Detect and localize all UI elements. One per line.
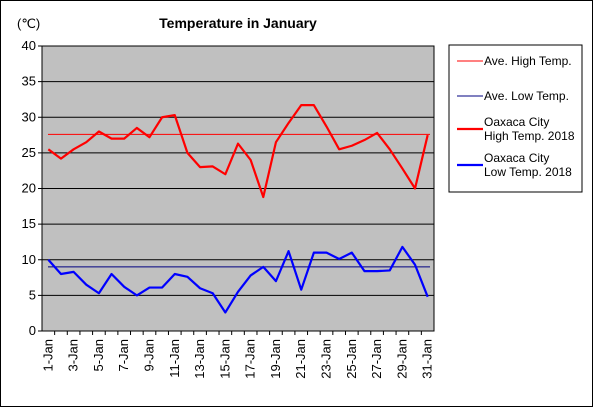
x-tick-label-31-Jan: 31-Jan xyxy=(420,339,435,379)
x-tick-label-19-Jan: 19-Jan xyxy=(268,339,283,379)
x-tick-label-25-Jan: 25-Jan xyxy=(344,339,359,379)
legend-label-0: Ave. High Temp. xyxy=(484,54,572,68)
y-tick-label-10: 10 xyxy=(22,252,36,267)
x-axis-ticks: 1-Jan 3-Jan 5-Jan 7-Jan 9-Jan 11-Jan 13-Jan 15-… xyxy=(40,331,435,379)
legend-label-2-0: Oaxaca City xyxy=(484,115,549,129)
x-tick-label-9-Jan: 9-Jan xyxy=(141,339,156,372)
x-tick-label-27-Jan: 27-Jan xyxy=(369,339,384,379)
x-tick-label-7-Jan: 7-Jan xyxy=(116,339,131,372)
x-tick-label-29-Jan: 29-Jan xyxy=(394,339,409,379)
legend-label-3-0: Oaxaca City xyxy=(484,151,549,165)
legend-label-2-1: High Temp. 2018 xyxy=(484,129,575,143)
x-tick-label-11-Jan: 11-Jan xyxy=(167,339,182,378)
y-tick-label-5: 5 xyxy=(29,287,36,302)
legend-label-1: Ave. Low Temp. xyxy=(484,89,569,103)
y-tick-label-30: 30 xyxy=(22,109,36,124)
series-line-2 xyxy=(47,104,429,199)
y-tick-label-0: 0 xyxy=(29,323,36,338)
series-line-3 xyxy=(47,245,429,314)
legend-label-3-1: Low Temp. 2018 xyxy=(484,165,572,179)
x-tick-label-15-Jan: 15-Jan xyxy=(217,339,232,379)
y-tick-label-25: 25 xyxy=(22,145,36,160)
x-tick-label-17-Jan: 17-Jan xyxy=(243,339,258,379)
x-tick-label-13-Jan: 13-Jan xyxy=(192,339,207,379)
x-tick-label-3-Jan: 3-Jan xyxy=(66,339,81,372)
y-axis-ticks: 0 5 10 15 20 25 30 35 40 xyxy=(22,38,42,338)
x-tick-label-5-Jan: 5-Jan xyxy=(91,339,106,372)
series-lines xyxy=(47,104,430,314)
grid-lines xyxy=(42,81,434,296)
y-tick-label-35: 35 xyxy=(22,74,36,89)
legend-box xyxy=(448,44,583,193)
y-unit-label: (℃) xyxy=(17,16,40,31)
y-tick-label-20: 20 xyxy=(22,181,36,196)
y-tick-label-15: 15 xyxy=(22,216,36,231)
y-tick-label-40: 40 xyxy=(22,38,36,53)
x-tick-label-1-Jan: 1-Jan xyxy=(40,339,55,372)
x-tick-label-23-Jan: 23-Jan xyxy=(319,339,334,379)
chart-title: Temperature in January xyxy=(159,15,317,31)
x-tick-label-21-Jan: 21-Jan xyxy=(293,339,308,379)
legend: Ave. High Temp. Ave. Low Temp. Oaxaca City… xyxy=(448,44,583,193)
